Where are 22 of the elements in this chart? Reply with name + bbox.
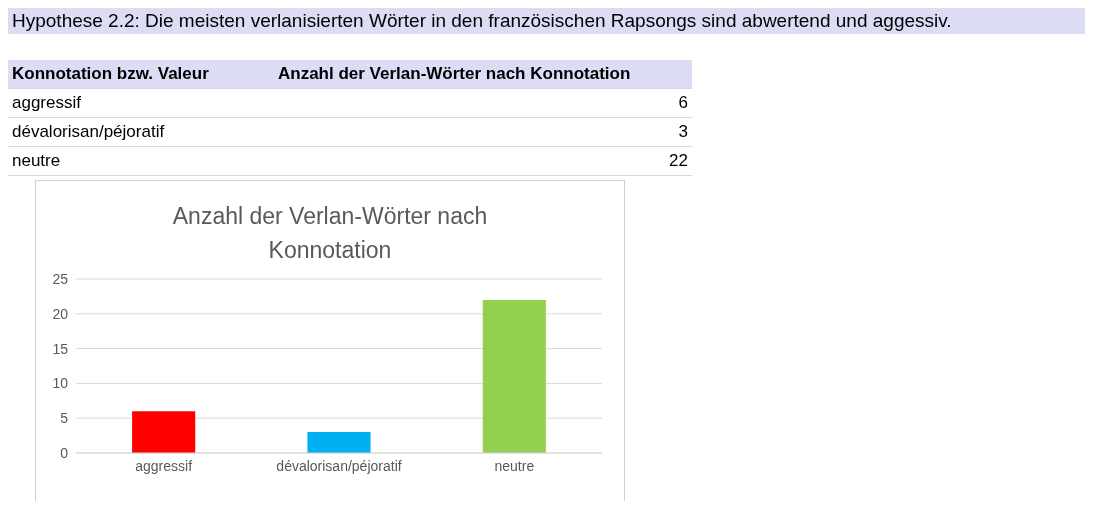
bar xyxy=(307,432,371,453)
text: neutre xyxy=(8,146,274,176)
text: 6 xyxy=(274,88,692,118)
text: aggressif xyxy=(8,88,274,118)
y-tick-label: 20 xyxy=(52,305,69,322)
text: dévalorisan/péjoratif xyxy=(8,117,274,147)
y-tick-label: 25 xyxy=(52,270,69,287)
y-tick-label: 5 xyxy=(60,410,69,427)
y-tick-label: 10 xyxy=(52,375,69,392)
bar xyxy=(482,299,546,453)
y-tick-label: 15 xyxy=(52,340,69,357)
x-tick-label: aggressif xyxy=(135,457,193,474)
text: 3 xyxy=(274,117,692,147)
text: Konnotation bzw. Valeur xyxy=(8,60,274,89)
text: Hypothese 2.2: Die meisten verlanisierten Wörter in den französischen Rapsongs sind abwertend und aggessiv. xyxy=(8,8,1085,34)
text: Anzahl der Verlan-Wörter nach Konnotation xyxy=(274,60,692,89)
text: 22 xyxy=(274,146,692,176)
x-tick-label: dévalorisan/péjoratif xyxy=(276,457,402,474)
x-tick-label: neutre xyxy=(494,457,535,474)
y-tick-label: 0 xyxy=(60,444,69,461)
chart-title: Anzahl der Verlan-Wörter nach Konnotation xyxy=(171,202,489,265)
bar xyxy=(132,411,196,453)
